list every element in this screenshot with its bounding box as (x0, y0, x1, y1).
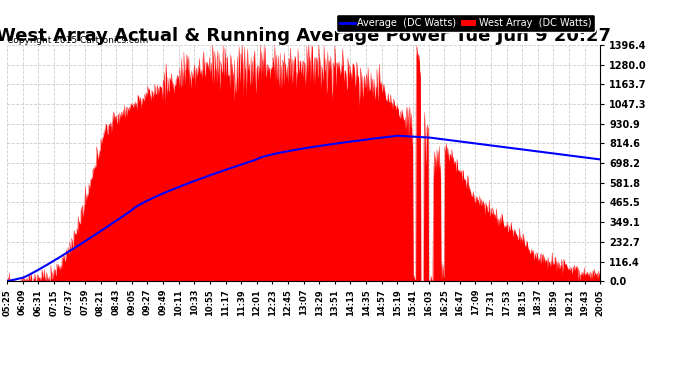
Legend: Average  (DC Watts), West Array  (DC Watts): Average (DC Watts), West Array (DC Watts… (336, 14, 595, 32)
Title: West Array Actual & Running Average Power Tue Jun 9 20:27: West Array Actual & Running Average Powe… (0, 27, 611, 45)
Text: Copyright 2015 Cartronics.com: Copyright 2015 Cartronics.com (7, 36, 148, 45)
